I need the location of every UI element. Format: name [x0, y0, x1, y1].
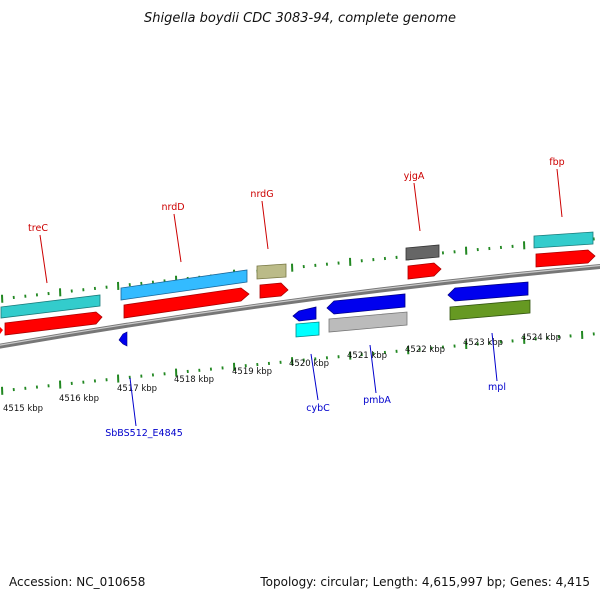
map-title: Shigella boydii CDC 3083-94, complete ge… — [144, 11, 456, 26]
label-fbp[interactable]: fbp — [549, 157, 564, 168]
reverse-genes — [118, 281, 531, 347]
gene-nrdD[interactable] — [120, 269, 248, 301]
leader-nrdD — [173, 213, 182, 263]
tick-label-4521: 4521 kbp — [347, 351, 387, 361]
cds-yjgA[interactable] — [407, 262, 442, 280]
label-yjgA[interactable]: yjgA — [404, 171, 425, 182]
gene-treC[interactable] — [0, 294, 101, 319]
gene-SbBS512_E4845[interactable] — [118, 331, 128, 347]
tick-label-4516: 4516 kbp — [59, 394, 99, 404]
genome-stats-text: Topology: circular; Length: 4,615,997 bp… — [259, 575, 590, 589]
cds-fbp[interactable] — [535, 249, 596, 268]
label-nrdG[interactable]: nrdG — [250, 189, 273, 200]
label-nrdD[interactable]: nrdD — [161, 202, 184, 213]
leader-SbBS512_E4845 — [129, 377, 137, 427]
tick-labels: 4515 kbp 4516 kbp 4517 kbp 4518 kbp 4519… — [3, 333, 561, 414]
cds-cybC[interactable] — [295, 321, 320, 338]
label-treC[interactable]: treC — [28, 223, 48, 234]
tick-label-4522: 4522 kbp — [405, 345, 445, 355]
tick-label-4518: 4518 kbp — [174, 375, 214, 385]
gene-fbp[interactable] — [533, 231, 594, 249]
gene-labels: treC nrdD nrdG yjgA fbp SbBS512_E4845 cy… — [28, 157, 565, 439]
cds-mpl[interactable] — [449, 299, 531, 321]
leader-cybC — [310, 353, 319, 401]
inner-tick-row — [1, 330, 595, 395]
leader-fbp — [556, 168, 563, 218]
label-pmbA[interactable]: pmbA — [363, 395, 391, 406]
gene-cybC[interactable] — [292, 306, 317, 322]
tick-label-4515: 4515 kbp — [3, 404, 43, 414]
tick-label-4519: 4519 kbp — [232, 367, 272, 377]
genome-backbone — [0, 263, 600, 349]
leader-mpl — [491, 332, 498, 382]
cds-partial-left[interactable] — [0, 327, 3, 334]
accession-text: Accession: NC_010658 — [9, 575, 145, 589]
genome-backbone-highlight — [0, 264, 600, 346]
gene-mpl[interactable] — [447, 281, 529, 302]
label-mpl[interactable]: mpl — [488, 382, 506, 393]
tick-label-4523: 4523 kbp — [463, 338, 503, 348]
cds-pmbA[interactable] — [328, 311, 408, 333]
label-leaders — [39, 168, 563, 427]
leader-pmbA — [369, 344, 377, 394]
tick-label-4520: 4520 kbp — [289, 359, 329, 369]
gene-yjgA[interactable] — [405, 244, 440, 261]
leader-nrdG — [261, 200, 269, 250]
tick-label-4517: 4517 kbp — [117, 384, 157, 394]
tick-label-4524: 4524 kbp — [521, 333, 561, 343]
leader-yjgA — [413, 182, 421, 232]
leader-treC — [39, 234, 48, 284]
gene-nrdG[interactable] — [256, 263, 287, 280]
cds-nrdG[interactable] — [259, 282, 289, 299]
cds-treC[interactable] — [4, 311, 103, 336]
forward-genes — [0, 231, 596, 336]
label-cybC[interactable]: cybC — [306, 403, 330, 414]
gene-pmbA[interactable] — [326, 293, 406, 315]
cds-nrdD[interactable] — [123, 287, 250, 319]
label-SbBS512_E4845[interactable]: SbBS512_E4845 — [105, 428, 183, 439]
